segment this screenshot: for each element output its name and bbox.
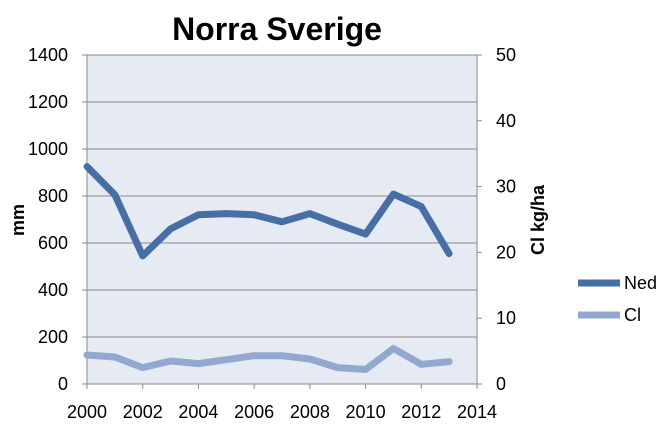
legend: Ned Cl (578, 273, 657, 325)
series-line-cl (83, 345, 453, 373)
y-tick-label: 1200 (28, 92, 68, 112)
y-tick-label: 1000 (28, 139, 68, 159)
y2-tick-label: 20 (496, 242, 516, 262)
series-lines (83, 163, 453, 373)
x-tick-label: 2006 (234, 402, 274, 422)
y-tick-label: 600 (38, 233, 68, 253)
x-tick-label: 2012 (401, 402, 441, 422)
legend-label: Ned (624, 273, 657, 293)
y2-tick-label: 50 (496, 45, 516, 65)
x-tick-label: 2002 (123, 402, 163, 422)
y2-tick-label: 10 (496, 308, 516, 328)
y2-axis-title: Cl kg/ha (528, 184, 548, 255)
y-tick-label: 200 (38, 327, 68, 347)
y-tick-label: 0 (58, 374, 68, 394)
y-axis-right: 0 10 20 30 40 50 (476, 45, 516, 394)
y2-tick-label: 0 (496, 374, 506, 394)
legend-label: Cl (624, 305, 641, 325)
chart-title: Norra Sverige (172, 11, 382, 47)
x-tick-label: 2004 (178, 402, 218, 422)
y-tick-label: 1400 (28, 45, 68, 65)
series-line-ned (83, 163, 453, 260)
y-axis-title: mm (8, 204, 28, 236)
x-tick-label: 2008 (290, 402, 330, 422)
y-tick-label: 400 (38, 280, 68, 300)
x-tick-label: 2014 (457, 402, 497, 422)
x-tick-label: 2010 (346, 402, 386, 422)
y-tick-label: 800 (38, 186, 68, 206)
y2-tick-label: 30 (496, 177, 516, 197)
x-tick-label: 2000 (67, 402, 107, 422)
y2-tick-label: 40 (496, 111, 516, 131)
x-axis: 2000 2002 2004 2006 2008 2010 2012 2014 (67, 384, 497, 422)
y-axis-left: 0 200 400 600 800 1000 1200 1400 (28, 45, 87, 394)
